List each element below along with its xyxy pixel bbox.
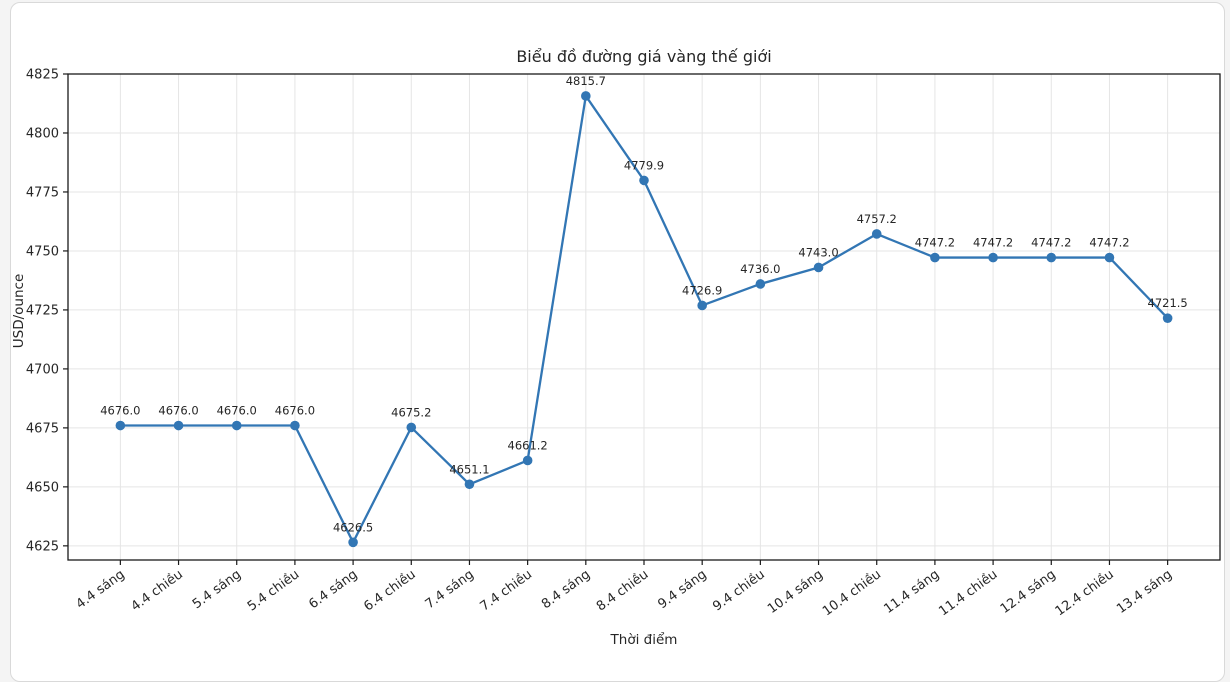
data-point-label: 4747.2	[915, 236, 955, 250]
x-tick-label: 7.4 chiều	[478, 567, 535, 614]
x-tick-label: 10.4 sáng	[765, 567, 826, 617]
data-point-label: 4757.2	[857, 212, 897, 226]
data-point-label: 4743.0	[798, 245, 838, 259]
data-point-label: 4726.9	[682, 283, 722, 297]
x-tick-label: 9.4 sáng	[655, 567, 709, 612]
x-tick-label: 7.4 sáng	[423, 567, 477, 612]
data-point-marker	[581, 91, 591, 101]
data-point-marker	[930, 252, 940, 263]
y-tick-label: 4750	[26, 244, 59, 259]
data-point-label: 4676.0	[275, 404, 315, 418]
data-point-marker	[522, 455, 533, 466]
data-point-marker	[871, 229, 882, 239]
y-tick-label: 4725	[26, 303, 59, 318]
x-tick-label: 12.4 sáng	[998, 567, 1059, 617]
y-tick-label: 4775	[26, 185, 59, 200]
y-tick-label: 4700	[26, 362, 59, 377]
data-point-label: 4747.2	[1089, 236, 1129, 250]
y-tick-label: 4800	[26, 126, 59, 141]
data-point-label: 4747.2	[973, 236, 1013, 250]
data-point-label: 4815.7	[566, 74, 606, 88]
data-point-marker	[813, 262, 824, 273]
x-tick-label: 6.4 chiều	[361, 567, 418, 614]
data-point-label: 4676.0	[158, 404, 198, 418]
data-point-marker	[1104, 252, 1115, 263]
data-point-label: 4661.2	[508, 438, 548, 452]
data-point-label: 4721.5	[1148, 296, 1188, 310]
chart-title: Biểu đồ đường giá vàng thế giới	[516, 47, 772, 66]
data-point-marker	[348, 537, 358, 548]
data-point-label: 4779.9	[624, 158, 664, 172]
x-tick-label: 11.4 chiều	[936, 567, 1000, 619]
data-point-marker	[231, 420, 242, 431]
data-point-marker	[1046, 252, 1057, 263]
y-tick-label: 4650	[26, 480, 59, 495]
y-tick-label: 4675	[26, 421, 59, 436]
y-tick-label: 4825	[26, 68, 59, 83]
data-point-marker	[639, 175, 649, 186]
y-axis-title: USD/ounce	[11, 273, 27, 349]
data-point-label: 4651.1	[449, 462, 489, 476]
x-tick-label: 5.4 sáng	[190, 567, 244, 612]
x-tick-label: 12.4 chiều	[1053, 567, 1117, 619]
data-point-label: 4675.2	[391, 405, 431, 419]
x-tick-label: 8.4 sáng	[539, 567, 593, 612]
x-tick-label: 5.4 chiều	[245, 567, 302, 614]
data-point-marker	[697, 300, 707, 311]
data-point-label: 4676.0	[100, 404, 140, 418]
data-point-marker	[464, 479, 475, 490]
data-point-marker	[1162, 313, 1173, 323]
gold-price-chart: Biểu đồ đường giá vàng thế giới USD/ounc…	[11, 47, 1221, 648]
x-tick-label: 11.4 sáng	[881, 567, 942, 617]
data-point-marker	[290, 420, 300, 431]
plot-area: 4625 4650 4675 4700 4725 4750 4775 4800 4825 4.4 …	[26, 68, 1221, 619]
x-tick-label: 10.4 chiều	[820, 567, 884, 619]
data-point-label: 4676.0	[217, 404, 257, 418]
x-tick-label: 6.4 sáng	[306, 567, 360, 612]
x-tick-label: 13.4 sáng	[1114, 567, 1175, 617]
data-point-marker	[988, 252, 998, 263]
y-tick-label: 4625	[26, 539, 59, 554]
figure-card	[10, 2, 1225, 682]
data-point-label: 4736.0	[740, 262, 780, 276]
x-tick-label: 4.4 chiều	[129, 567, 186, 614]
data-point-marker	[755, 279, 766, 289]
x-tick-label: 8.4 chiều	[594, 567, 651, 614]
x-axis-title: Thời điểm	[610, 632, 678, 648]
x-tick-label: 4.4 sáng	[74, 567, 128, 612]
data-point-label: 4747.2	[1031, 236, 1071, 250]
x-tick-label: 9.4 chiều	[710, 567, 767, 614]
data-point-marker	[173, 420, 184, 431]
data-point-marker	[406, 422, 417, 433]
data-point-label: 4626.5	[333, 520, 373, 534]
data-point-marker	[115, 420, 126, 431]
